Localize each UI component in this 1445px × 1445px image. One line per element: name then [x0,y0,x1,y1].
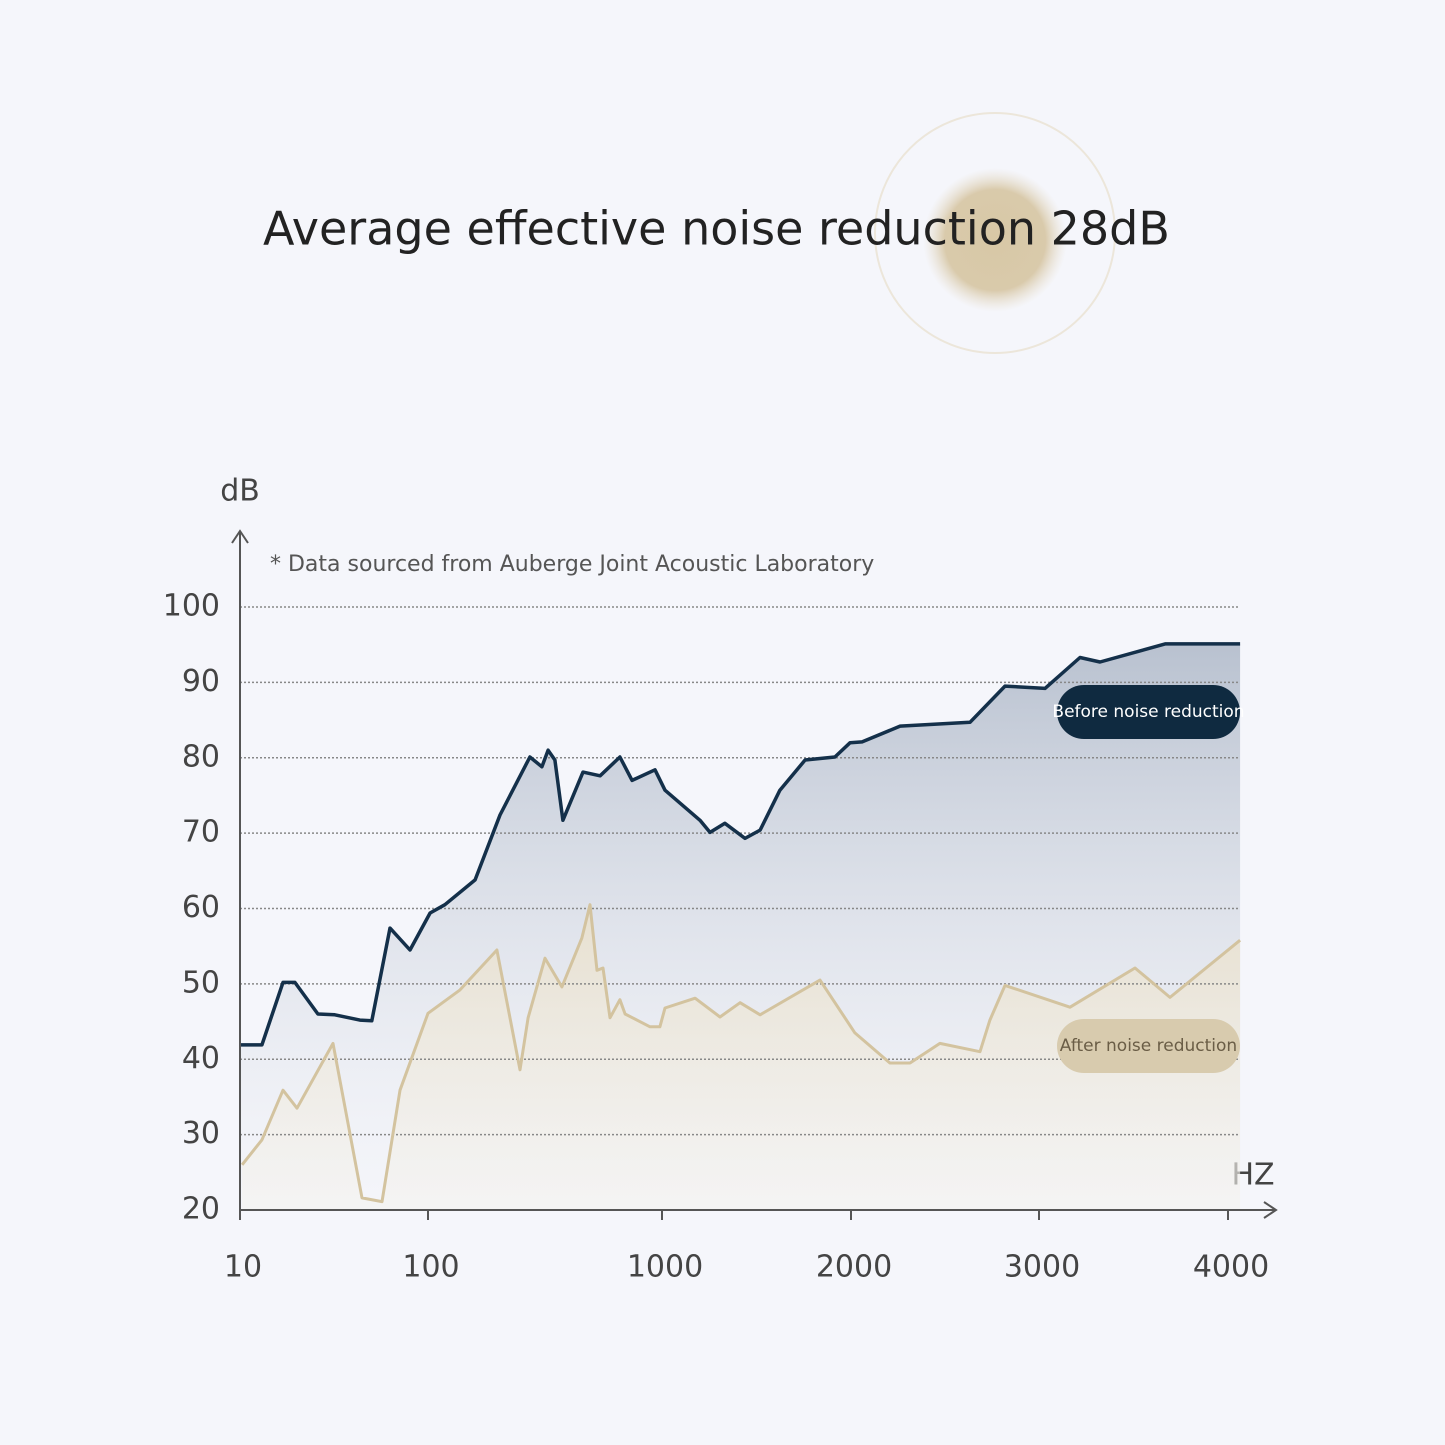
y-tick-label: 20 [182,1192,220,1227]
annotation: * Data sourced from Auberge Joint Acoust… [270,552,874,577]
chart-title: Average effective noise reduction 28dB [263,202,1170,256]
x-tick-label: 4000 [1193,1250,1269,1285]
x-tick-label: 1000 [627,1250,703,1285]
legend-label: After noise reduction [1060,1036,1237,1056]
legend-pill [1057,1019,1240,1073]
y-tick-label: 30 [182,1116,220,1151]
y-tick-label: 50 [182,965,220,1000]
y-tick-label: 90 [182,664,220,699]
x-tick-label: 100 [402,1250,459,1285]
x-tick-label: 3000 [1004,1250,1080,1285]
decor-ring [874,112,1116,354]
decor-glow [923,168,1067,312]
y-tick-label: 80 [182,739,220,774]
legend-label: Before noise reduction [1052,702,1244,722]
y-axis-arrow [231,529,249,544]
line [240,642,1241,1047]
area [242,904,1241,1210]
x-axis-arrow [1263,1201,1278,1219]
x-tick-label: 2000 [816,1250,892,1285]
x-tick-label: 10 [224,1250,262,1285]
legend-pill [1057,685,1240,739]
line [240,903,1242,1204]
y-tick-label: 70 [182,815,220,850]
y-tick-label: 40 [182,1041,220,1076]
y-tick-label: 60 [182,890,220,925]
plot: 20 30 40 50 60 70 80 90 100 10 100 1000 2000 3000 4000… [163,529,1278,1285]
y-tick-label: 100 [163,589,220,624]
y-axis-label: dB [220,474,260,509]
